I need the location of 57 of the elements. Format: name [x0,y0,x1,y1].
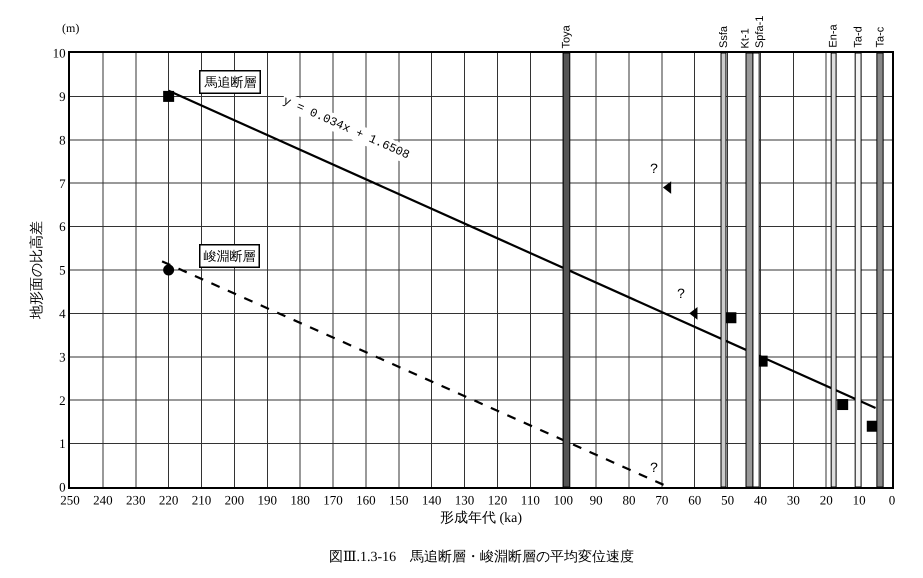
x-tick-label: 130 [454,492,474,508]
x-tick-label: 210 [192,492,212,508]
x-tick-label: 30 [786,492,800,508]
text: 馬追断層 [204,74,256,90]
x-tick-label: 180 [290,492,310,508]
point [163,90,174,102]
x-tick-label: 200 [224,492,244,508]
annotation: ? [650,162,658,178]
y-tick-label: 8 [59,132,66,148]
band-label: Ta-c [874,26,886,48]
x-tick-label: 60 [688,492,702,508]
band-label: Ssfa [718,25,730,48]
annotation: ? [677,287,686,303]
x-tick-label: 50 [721,492,734,508]
x-tick-label: 150 [389,492,409,508]
point [725,312,736,324]
y-tick-label: 7 [59,176,66,191]
x-tick-label: 40 [754,492,767,508]
x-tick-label: 20 [820,492,833,508]
y-tick-label: 10 [52,46,66,61]
band-label: Toya [560,24,572,48]
y-tick-label: 4 [59,306,66,321]
x-tick-label: 110 [520,492,540,508]
point [163,264,174,276]
text: 峻淵断層 [204,248,256,264]
y-axis-title: 地形面の比高差 [28,221,45,320]
band-label: Ta-d [852,26,865,48]
x-tick-label: 230 [126,492,146,508]
x-tick-label: 220 [158,492,178,508]
x-tick-label: 160 [356,492,376,508]
text: (m) [62,21,80,35]
text: 図Ⅲ.1.3-16 馬追断層・峻淵断層の平均変位速度 [329,549,634,565]
x-tick-label: 190 [258,492,278,508]
x-tick-label: 250 [60,492,80,508]
x-tick-label: 90 [590,492,603,508]
y-tick-label: 2 [59,392,66,408]
y-tick-label: 5 [59,262,66,278]
y-tick-label: 9 [59,88,66,104]
x-tick-label: 10 [852,492,866,508]
y-tick-label: 6 [59,219,66,234]
point [837,399,848,410]
x-tick-label: 0 [888,492,896,508]
x-tick-label: 140 [422,492,442,508]
annotation: ? [650,461,658,477]
x-tick-label: 100 [553,492,573,508]
x-tick-label: 80 [622,492,636,508]
y-tick-label: 0 [59,480,66,495]
band-label: En-a [828,24,840,48]
x-tick-label: 170 [323,492,343,508]
y-tick-label: 3 [59,349,66,364]
y-tick-label: 1 [59,436,66,452]
x-tick-label: 70 [655,492,668,508]
band-label: Kt-1 [739,28,752,48]
x-tick-label: 240 [93,492,113,508]
band-label: Spfa-1 [754,16,766,48]
x-axis-title: 形成年代 (ka) [440,510,522,526]
x-tick-label: 120 [488,492,508,508]
